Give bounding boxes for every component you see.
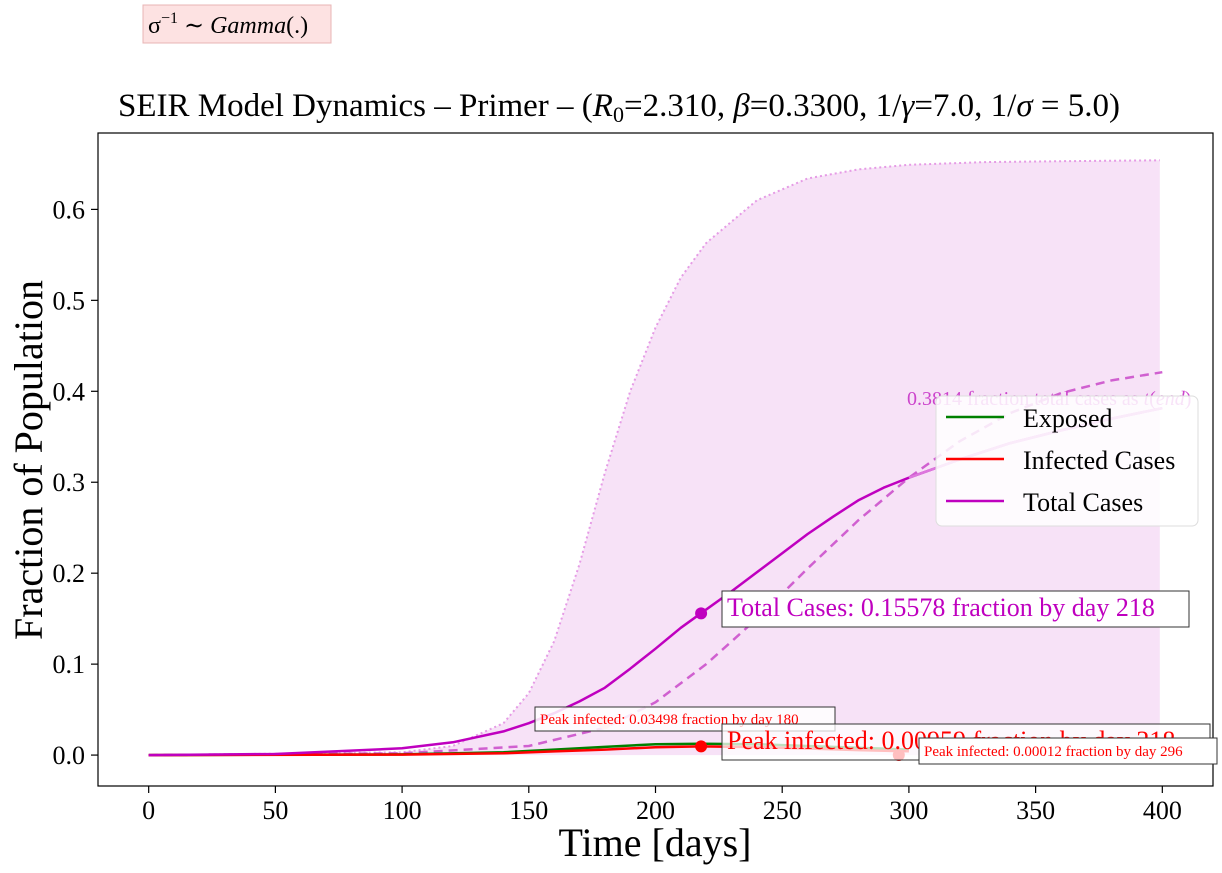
y-tick-label: 0.0	[53, 741, 86, 770]
y-axis-label: Fraction of Population	[6, 280, 51, 640]
annotation-peak-late-text: Peak infected: 0.00012 fraction by day 2…	[924, 744, 1183, 760]
legend-label-total: Total Cases	[1023, 488, 1143, 517]
distribution-note: σ−1 ∼ Gamma(.)	[142, 4, 332, 44]
annotation-peak-late: Peak infected: 0.00012 fraction by day 2…	[918, 737, 1218, 765]
distribution-note-box	[142, 4, 332, 44]
x-tick-label: 50	[262, 796, 288, 825]
distribution-note-text: σ−1 ∼ Gamma(.)	[148, 10, 308, 39]
x-tick-label: 250	[763, 796, 802, 825]
legend-label-exposed: Exposed	[1023, 404, 1113, 433]
marker-infected-peak	[695, 740, 708, 753]
y-tick-label: 0.1	[53, 650, 86, 679]
y-tick-label: 0.4	[53, 377, 86, 406]
x-axis-label: Time [days]	[559, 820, 752, 865]
x-tick-label: 150	[509, 796, 548, 825]
y-tick-label: 0.3	[53, 468, 86, 497]
x-axis-ticks: 0 50 100 150 200 250 300 350 400	[142, 786, 1182, 825]
x-tick-label: 100	[383, 796, 422, 825]
y-axis-ticks: 0.0 0.1 0.2 0.3 0.4 0.5 0.6	[53, 195, 98, 770]
x-tick-label: 350	[1016, 796, 1055, 825]
legend-box	[935, 395, 1199, 527]
y-tick-label: 0.6	[53, 195, 86, 224]
legend-label-infected: Infected Cases	[1023, 446, 1175, 475]
legend: Exposed Infected Cases Total Cases	[935, 395, 1199, 527]
annotation-total-cases-box	[721, 590, 1190, 628]
annotation-peak-late-box	[918, 737, 1218, 765]
marker-total-peak	[695, 607, 708, 620]
annotation-total-cases-text: Total Cases: 0.15578 fraction by day 218	[727, 593, 1155, 622]
x-tick-label: 200	[636, 796, 675, 825]
annotation-total-cases: Total Cases: 0.15578 fraction by day 218	[721, 590, 1190, 628]
x-tick-label: 400	[1143, 796, 1182, 825]
series-total-upper	[148, 159, 1160, 757]
y-tick-label: 0.5	[53, 286, 86, 315]
x-tick-label: 300	[889, 796, 928, 825]
chart-title: SEIR Model Dynamics – Primer – (R0=2.310…	[118, 88, 1120, 127]
y-tick-label: 0.2	[53, 559, 86, 588]
x-tick-label: 0	[142, 796, 155, 825]
